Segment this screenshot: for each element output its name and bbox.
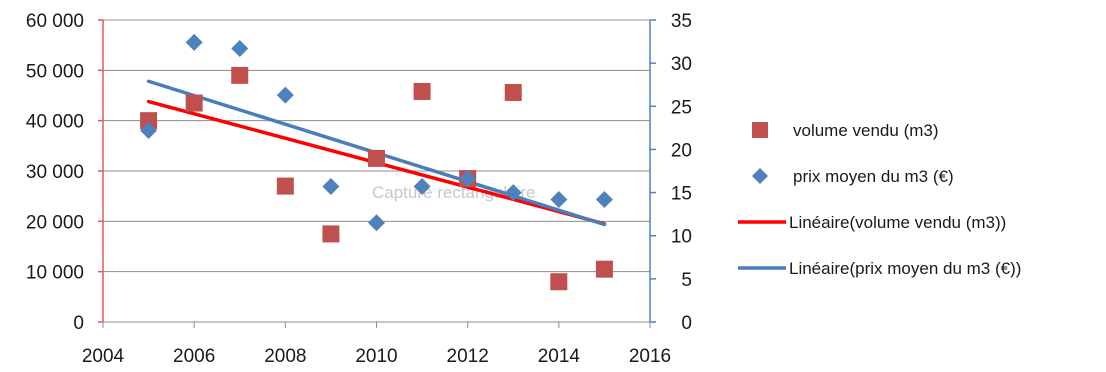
volume-point xyxy=(368,149,385,167)
left-tick-label: 50 000 xyxy=(26,61,84,82)
right-tick-label: 25 xyxy=(671,97,692,118)
volume-point xyxy=(322,225,340,243)
left-tick-label: 30 000 xyxy=(26,162,84,183)
price-point xyxy=(595,190,613,208)
x-axis-ticks: 2004 2006 2008 2010 2012 2014 2016 xyxy=(82,322,671,367)
volume-point xyxy=(276,177,294,195)
volume-point xyxy=(504,83,522,101)
x-tick-label: 2006 xyxy=(173,346,215,367)
right-tick-label: 30 xyxy=(671,54,692,75)
price-point xyxy=(140,121,158,139)
data-points xyxy=(140,33,613,291)
volume-point xyxy=(185,94,203,112)
price-point xyxy=(276,86,294,104)
legend-label: Linéaire(prix moyen du m3 (€)) xyxy=(789,259,1021,278)
price-point xyxy=(231,39,249,57)
right-tick-label: 0 xyxy=(681,313,692,334)
volume-point xyxy=(140,112,158,130)
right-tick-label: 20 xyxy=(671,140,692,161)
left-tick-label: 10 000 xyxy=(26,263,84,284)
price-point xyxy=(504,184,522,202)
gridlines xyxy=(103,19,650,273)
right-axis-ticks: 0 5 10 15 20 25 30 35 xyxy=(650,11,692,334)
legend-marker-square xyxy=(752,122,768,138)
right-tick-label: 15 xyxy=(671,184,692,205)
volume-point xyxy=(231,66,249,84)
left-tick-label: 60 000 xyxy=(26,11,84,32)
volume-point xyxy=(550,273,568,291)
price-point xyxy=(413,178,431,196)
legend-label: prix moyen du m3 (€) xyxy=(793,167,954,186)
price-point xyxy=(550,190,568,208)
volume-point xyxy=(595,260,613,278)
price-point xyxy=(322,178,340,196)
left-tick-label: 0 xyxy=(73,313,84,334)
x-tick-label: 2016 xyxy=(629,346,671,367)
legend-label: Linéaire(volume vendu (m3)) xyxy=(789,213,1006,232)
x-tick-label: 2012 xyxy=(447,346,489,367)
right-tick-label: 10 xyxy=(671,227,692,248)
volume-point xyxy=(413,82,431,100)
legend-label: volume vendu (m3) xyxy=(793,121,939,140)
left-tick-label: 20 000 xyxy=(26,212,84,233)
x-tick-label: 2004 xyxy=(82,346,125,367)
price-point xyxy=(368,214,385,232)
legend-marker-diamond xyxy=(752,168,768,184)
right-tick-label: 5 xyxy=(681,270,692,291)
price-point xyxy=(459,170,477,188)
x-tick-label: 2014 xyxy=(538,346,581,367)
price-point xyxy=(185,33,203,51)
legend: volume vendu (m3) prix moyen du m3 (€) Lin… xyxy=(738,121,1021,278)
x-tick-label: 2010 xyxy=(355,346,397,367)
left-axis-ticks: 0 10 000 20 000 30 000 40 000 50 000 60 000 xyxy=(26,11,103,334)
right-tick-label: 35 xyxy=(671,11,692,32)
watermark-text: Capture rectangulaire xyxy=(372,183,535,202)
x-tick-label: 2008 xyxy=(264,346,306,367)
left-tick-label: 40 000 xyxy=(26,112,84,133)
